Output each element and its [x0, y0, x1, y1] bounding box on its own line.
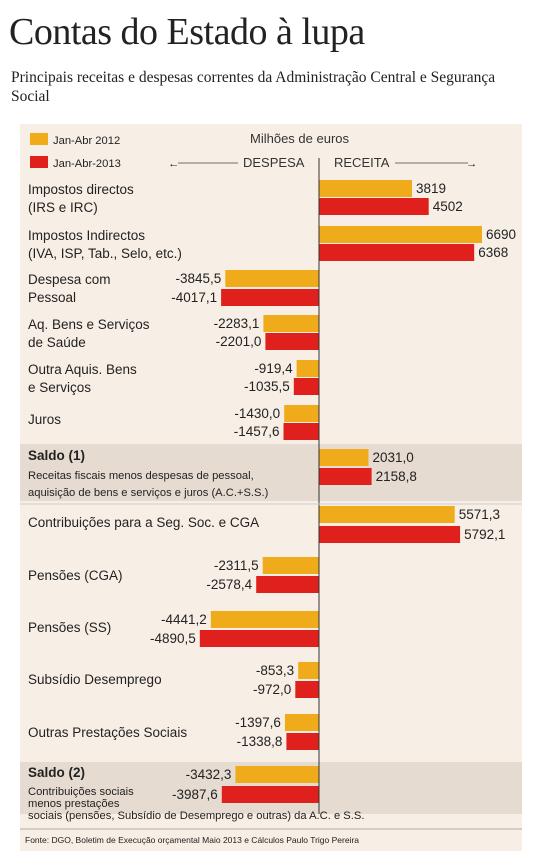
category-label: de Saúde	[28, 335, 86, 350]
bar-2013	[256, 576, 319, 593]
data-label: -1397,6	[235, 715, 281, 730]
data-label: -2311,5	[214, 558, 259, 573]
bar-2013	[319, 244, 475, 261]
data-label: 6690	[486, 227, 516, 242]
category-label: Despesa com	[28, 272, 111, 287]
category-label: Subsídio Desemprego	[28, 672, 162, 687]
category-label: Saldo (2)	[28, 765, 85, 780]
data-label: -853,3	[256, 663, 294, 678]
source-text: Fonte: DGO, Boletim de Execução orçament…	[25, 835, 359, 845]
data-label: -972,0	[253, 682, 291, 697]
data-label: -2578,4	[206, 577, 252, 592]
category-note: menos prestações	[28, 798, 120, 810]
data-label: -2201,0	[216, 334, 262, 349]
category-note: Receitas fiscais menos despesas de pesso…	[28, 470, 254, 482]
category-label: (IVA, ISP, Tab., Selo, etc.)	[28, 246, 182, 261]
category-label: Pessoal	[28, 290, 76, 305]
bar-2012	[210, 611, 319, 628]
data-label: 2031,0	[373, 450, 414, 465]
legend-label-2013: Jan-Abr-2013	[53, 158, 121, 170]
bar-2013	[286, 733, 319, 750]
bar-2013	[199, 630, 319, 647]
bar-2012	[319, 506, 455, 523]
legend-label-2012: Jan-Abr 2012	[53, 135, 120, 147]
page-title: Contas do Estado à lupa	[9, 11, 365, 53]
bar-2012	[319, 449, 369, 466]
data-label: -3845,5	[176, 271, 222, 286]
data-label: 5792,1	[464, 527, 505, 542]
data-label: -4441,2	[161, 612, 207, 627]
saldo1-band	[20, 444, 522, 501]
bar-2012	[284, 405, 319, 422]
category-note: sociais (pensões, Subsídio de Desemprego…	[28, 810, 364, 822]
data-label: 2158,8	[376, 469, 417, 484]
bar-2013	[265, 333, 319, 350]
page-subtitle: Principais receitas e despesas correntes…	[11, 69, 496, 105]
bar-2013	[221, 786, 319, 803]
bar-2013	[319, 468, 372, 485]
bar-2012	[262, 557, 319, 574]
category-label: Saldo (1)	[28, 448, 85, 463]
data-label: -1430,0	[234, 406, 280, 421]
category-label: e Serviços	[28, 380, 91, 395]
bar-2012	[225, 270, 319, 287]
data-label: -1338,8	[237, 734, 283, 749]
bar-2012	[319, 226, 482, 243]
bar-2012	[298, 662, 319, 679]
category-label: Outras Prestações Sociais	[28, 725, 187, 740]
bar-2012	[263, 315, 319, 332]
bar-2012	[319, 180, 412, 197]
data-label: 5571,3	[459, 507, 500, 522]
bar-2012	[235, 766, 319, 783]
data-label: -3987,6	[172, 787, 218, 802]
bar-2012	[284, 714, 319, 731]
bar-2013	[319, 198, 429, 215]
category-note: aquisição de bens e serviços e juros (A.…	[28, 487, 269, 499]
data-label: 3819	[416, 181, 446, 196]
category-label: (IRS e IRC)	[28, 200, 98, 215]
data-label: -1457,6	[234, 424, 280, 439]
despesa-arrow: ←	[168, 158, 179, 170]
legend-swatch-2013	[30, 156, 48, 168]
data-label: -4017,1	[171, 290, 217, 305]
receita-label: RECEITA	[334, 155, 390, 170]
bar-2012	[296, 360, 319, 377]
data-label: 4502	[433, 199, 463, 214]
data-label: -4890,5	[150, 631, 196, 646]
category-note: Contribuições sociais	[28, 786, 134, 798]
despesa-label: DESPESA	[243, 155, 305, 170]
category-label: Outra Aquis. Bens	[28, 362, 137, 377]
bar-2013	[295, 681, 319, 698]
data-label: -2283,1	[214, 316, 260, 331]
bar-2013	[319, 526, 461, 543]
legend-swatch-2012	[30, 133, 48, 145]
bar-2013	[221, 289, 319, 306]
category-label: Juros	[28, 412, 61, 427]
category-label: Impostos Indirectos	[28, 228, 145, 243]
category-label: Contribuições para a Seg. Soc. e CGA	[28, 515, 259, 530]
receita-arrow: →	[466, 158, 477, 170]
data-label: 6368	[478, 245, 508, 260]
category-label: Aq. Bens e Serviços	[28, 317, 150, 332]
category-label: Impostos directos	[28, 182, 134, 197]
data-label: -1035,5	[244, 379, 290, 394]
bar-2013	[293, 378, 319, 395]
data-label: -3432,3	[186, 767, 232, 782]
unit-label: Milhões de euros	[250, 131, 349, 146]
category-label: Pensões (SS)	[28, 620, 111, 635]
category-label: Pensões (CGA)	[28, 568, 123, 583]
bar-2013	[283, 423, 319, 440]
data-label: -919,4	[254, 361, 293, 376]
